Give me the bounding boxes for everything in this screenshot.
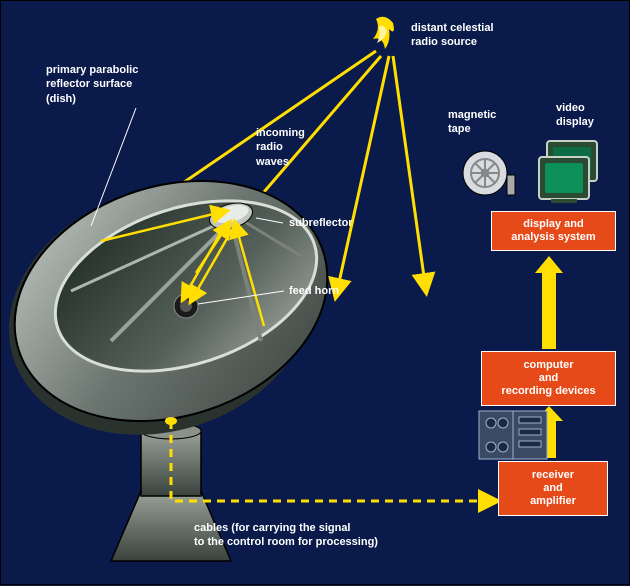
cable-path — [165, 417, 496, 501]
video-icon — [539, 141, 597, 203]
dish-label: primary parabolic reflector surface (dis… — [46, 63, 138, 106]
tape-label: magnetic tape — [448, 108, 496, 137]
waves-label: incoming radio waves — [256, 126, 305, 169]
dish-assembly — [1, 142, 359, 561]
celestial-source — [373, 17, 394, 49]
computer-box: computer and recording devices — [481, 351, 616, 406]
feedhorn-label: feed horn — [289, 284, 339, 298]
cables-label: cables (for carrying the signal to the c… — [194, 521, 378, 550]
radio-rays — [101, 51, 426, 296]
reflected-rays — [101, 211, 264, 326]
equipment-rack-icon — [479, 411, 547, 459]
receiver-box: receiver and amplifier — [498, 461, 608, 516]
source-label: distant celestial radio source — [411, 21, 494, 50]
display-box: display and analysis system — [491, 211, 616, 251]
tape-icon — [463, 151, 515, 195]
video-label: video display — [556, 101, 594, 130]
subreflector-label: subreflector — [289, 216, 353, 230]
